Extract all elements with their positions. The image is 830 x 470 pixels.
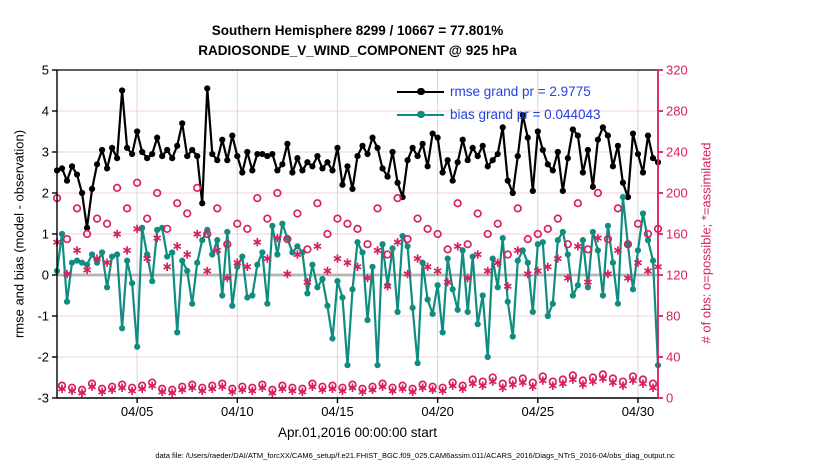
- legend: rmse grand pr = 2.9775 bias grand pr = 0…: [397, 80, 601, 126]
- rmse-line-swatch: [397, 87, 444, 96]
- svg-text:04/05: 04/05: [121, 404, 154, 419]
- datafile-path: data file: /Users/raeder/DAI/ATM_forcXX/…: [155, 451, 675, 460]
- figure-title: Southern Hemisphere 8299 / 10667 = 77.80…: [57, 21, 658, 61]
- legend-row-bias: bias grand pr = 0.044043: [397, 103, 601, 126]
- svg-text:280: 280: [666, 104, 688, 119]
- svg-text:200: 200: [666, 186, 688, 201]
- figure-title-line2: RADIOSONDE_V_WIND_COMPONENT @ 925 hPa: [198, 43, 517, 58]
- svg-text:80: 80: [666, 309, 680, 324]
- svg-text:-1: -1: [37, 309, 49, 324]
- svg-text:04/15: 04/15: [321, 404, 354, 419]
- svg-text:04/25: 04/25: [522, 404, 555, 419]
- svg-text:40: 40: [666, 350, 680, 365]
- svg-text:0: 0: [666, 391, 673, 406]
- svg-text:1: 1: [42, 227, 49, 242]
- svg-text:320: 320: [666, 63, 688, 78]
- svg-text:04/30: 04/30: [622, 404, 655, 419]
- svg-text:5: 5: [42, 63, 49, 78]
- svg-text:160: 160: [666, 227, 688, 242]
- legend-label-rmse: rmse grand pr = 2.9775: [450, 84, 591, 99]
- legend-row-rmse: rmse grand pr = 2.9775: [397, 80, 601, 103]
- svg-text:04/10: 04/10: [221, 404, 254, 419]
- figure-title-line1: Southern Hemisphere 8299 / 10667 = 77.80…: [211, 23, 504, 38]
- legend-label-bias: bias grand pr = 0.044043: [450, 107, 601, 122]
- svg-text:04/20: 04/20: [421, 404, 454, 419]
- y-axis-label-right: # of obs: o=possible; *=assimilated: [698, 142, 714, 344]
- svg-text:0: 0: [42, 268, 49, 283]
- svg-text:-2: -2: [37, 350, 49, 365]
- svg-text:120: 120: [666, 268, 688, 283]
- svg-text:2: 2: [42, 186, 49, 201]
- x-axis-label: Apr.01,2016 00:00:00 start: [277, 425, 438, 440]
- svg-text:-3: -3: [37, 391, 49, 406]
- svg-text:3: 3: [42, 145, 49, 160]
- y-axis-label-left: rmse and bias (model - observation): [11, 129, 27, 339]
- svg-text:240: 240: [666, 145, 688, 160]
- bias-line-swatch: [397, 110, 444, 119]
- svg-text:4: 4: [42, 104, 49, 119]
